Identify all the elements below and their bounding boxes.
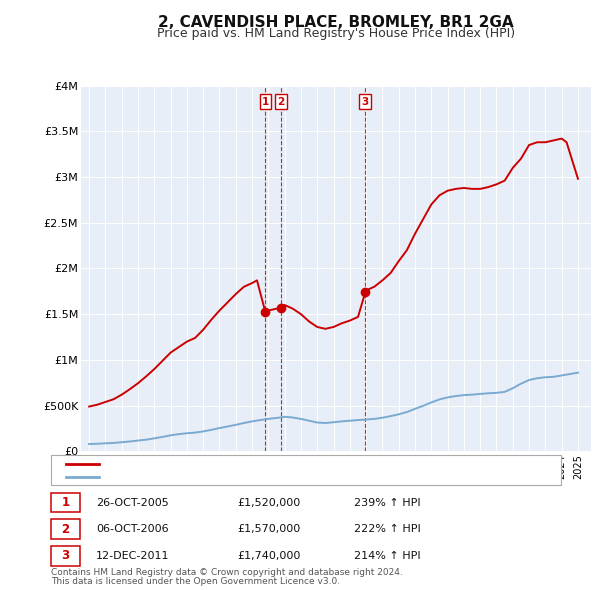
Text: 06-OCT-2006: 06-OCT-2006 (96, 525, 169, 534)
Text: 2: 2 (277, 97, 284, 107)
Text: £1,740,000: £1,740,000 (237, 551, 301, 560)
Text: Price paid vs. HM Land Registry's House Price Index (HPI): Price paid vs. HM Land Registry's House … (157, 27, 515, 40)
Text: 1: 1 (262, 97, 269, 107)
Text: 3: 3 (61, 549, 70, 562)
Text: 222% ↑ HPI: 222% ↑ HPI (354, 525, 421, 534)
Text: 2, CAVENDISH PLACE, BROMLEY, BR1 2GA (detached house): 2, CAVENDISH PLACE, BROMLEY, BR1 2GA (de… (108, 460, 422, 469)
Text: £1,520,000: £1,520,000 (237, 498, 300, 507)
Text: HPI: Average price, detached house, Bromley: HPI: Average price, detached house, Brom… (108, 472, 344, 481)
Text: 2: 2 (61, 523, 70, 536)
Text: 12-DEC-2011: 12-DEC-2011 (96, 551, 170, 560)
Text: 1: 1 (61, 496, 70, 509)
Text: This data is licensed under the Open Government Licence v3.0.: This data is licensed under the Open Gov… (51, 578, 340, 586)
Text: Contains HM Land Registry data © Crown copyright and database right 2024.: Contains HM Land Registry data © Crown c… (51, 568, 403, 577)
Text: 3: 3 (362, 97, 369, 107)
Text: 214% ↑ HPI: 214% ↑ HPI (354, 551, 421, 560)
Text: £1,570,000: £1,570,000 (237, 525, 300, 534)
Text: 239% ↑ HPI: 239% ↑ HPI (354, 498, 421, 507)
Text: 2, CAVENDISH PLACE, BROMLEY, BR1 2GA: 2, CAVENDISH PLACE, BROMLEY, BR1 2GA (158, 15, 514, 30)
Text: 26-OCT-2005: 26-OCT-2005 (96, 498, 169, 507)
